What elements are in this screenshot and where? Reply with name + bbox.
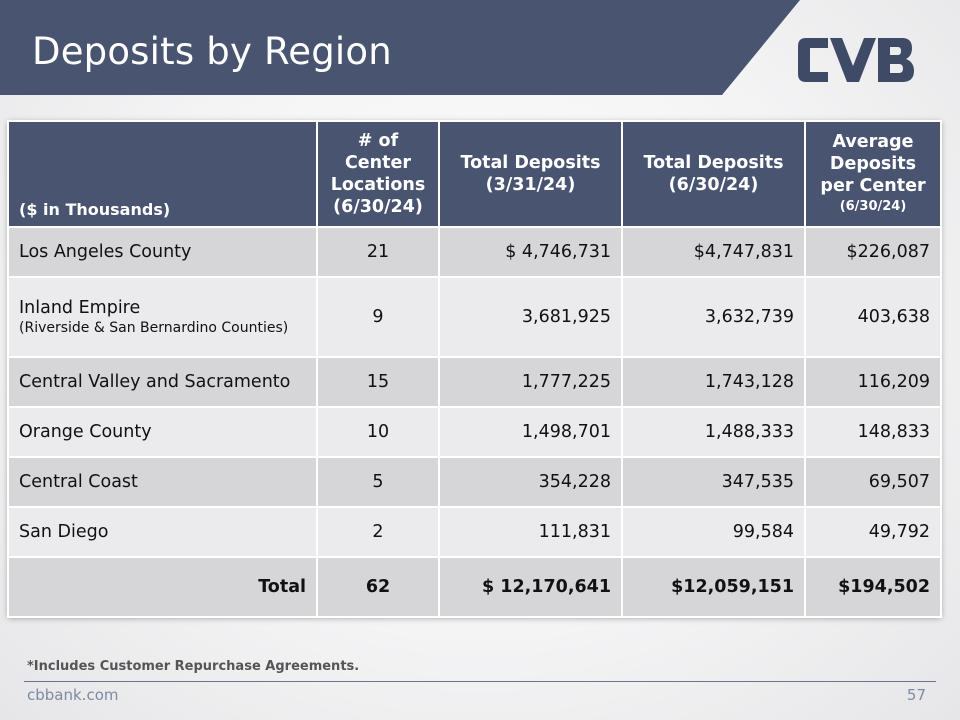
header-average-date: (6/30/24) [839, 199, 907, 214]
header-locations: # of Center Locations (6/30/24) [316, 120, 440, 228]
table-row: Central Coast 5 354,228 347,535 69,507 [7, 456, 942, 508]
average-cell: 116,209 [804, 356, 942, 408]
table-row: Orange County 10 1,498,701 1,488,333 148… [7, 406, 942, 458]
header-region: ($ in Thousands) [7, 120, 318, 228]
page-number: 57 [906, 686, 926, 704]
total-row: Total 62 $ 12,170,641 $12,059,151 $194,5… [7, 556, 942, 618]
average-cell: 403,638 [804, 276, 942, 358]
page-title: Deposits by Region [32, 30, 392, 73]
header-deposits-q2: Total Deposits (6/30/24) [621, 120, 806, 228]
locations-cell: 15 [316, 356, 440, 408]
deposits-table: ($ in Thousands) # of Center Locations (… [7, 120, 942, 618]
average-cell: $226,087 [804, 226, 942, 278]
locations-cell: 21 [316, 226, 440, 278]
deposits-q2-cell: 99,584 [621, 506, 806, 558]
region-cell: Central Coast [7, 456, 318, 508]
region-cell: Central Valley and Sacramento [7, 356, 318, 408]
locations-cell: 10 [316, 406, 440, 458]
total-deposits-q2: $12,059,151 [621, 556, 806, 618]
deposits-q2-cell: 1,488,333 [621, 406, 806, 458]
average-cell: 49,792 [804, 506, 942, 558]
header-average: Average Deposits per Center (6/30/24) [804, 120, 942, 228]
region-name: Inland Empire [19, 298, 141, 318]
deposits-q1-cell: 3,681,925 [438, 276, 623, 358]
cvb-logo-icon [798, 36, 914, 84]
average-cell: 69,507 [804, 456, 942, 508]
region-cell: Orange County [7, 406, 318, 458]
deposits-q1-cell: 354,228 [438, 456, 623, 508]
website-link[interactable]: cbbank.com [27, 686, 119, 704]
locations-cell: 9 [316, 276, 440, 358]
region-cell: San Diego [7, 506, 318, 558]
title-band [0, 0, 800, 95]
locations-cell: 2 [316, 506, 440, 558]
header-average-main: Average Deposits per Center [820, 132, 926, 196]
deposits-q2-cell: 3,632,739 [621, 276, 806, 358]
average-cell: 148,833 [804, 406, 942, 458]
header-deposits-q1: Total Deposits (3/31/24) [438, 120, 623, 228]
region-subtitle: (Riverside & San Bernardino Counties) [19, 320, 289, 336]
deposits-q2-cell: $4,747,831 [621, 226, 806, 278]
region-cell: Inland Empire (Riverside & San Bernardin… [7, 276, 318, 358]
total-locations: 62 [316, 556, 440, 618]
locations-cell: 5 [316, 456, 440, 508]
footnote: *Includes Customer Repurchase Agreements… [27, 659, 360, 674]
deposits-q1-cell: 1,777,225 [438, 356, 623, 408]
deposits-q2-cell: 1,743,128 [621, 356, 806, 408]
footer-divider [24, 681, 936, 682]
table-row: Inland Empire (Riverside & San Bernardin… [7, 276, 942, 358]
region-cell: Los Angeles County [7, 226, 318, 278]
total-label: Total [7, 556, 318, 618]
deposits-q1-cell: 111,831 [438, 506, 623, 558]
table-row: Los Angeles County 21 $ 4,746,731 $4,747… [7, 226, 942, 278]
deposits-q2-cell: 347,535 [621, 456, 806, 508]
deposits-q1-cell: $ 4,746,731 [438, 226, 623, 278]
total-average: $194,502 [804, 556, 942, 618]
table-row: Central Valley and Sacramento 15 1,777,2… [7, 356, 942, 408]
table-row: San Diego 2 111,831 99,584 49,792 [7, 506, 942, 558]
table-header-row: ($ in Thousands) # of Center Locations (… [7, 120, 942, 228]
deposits-q1-cell: 1,498,701 [438, 406, 623, 458]
total-deposits-q1: $ 12,170,641 [438, 556, 623, 618]
